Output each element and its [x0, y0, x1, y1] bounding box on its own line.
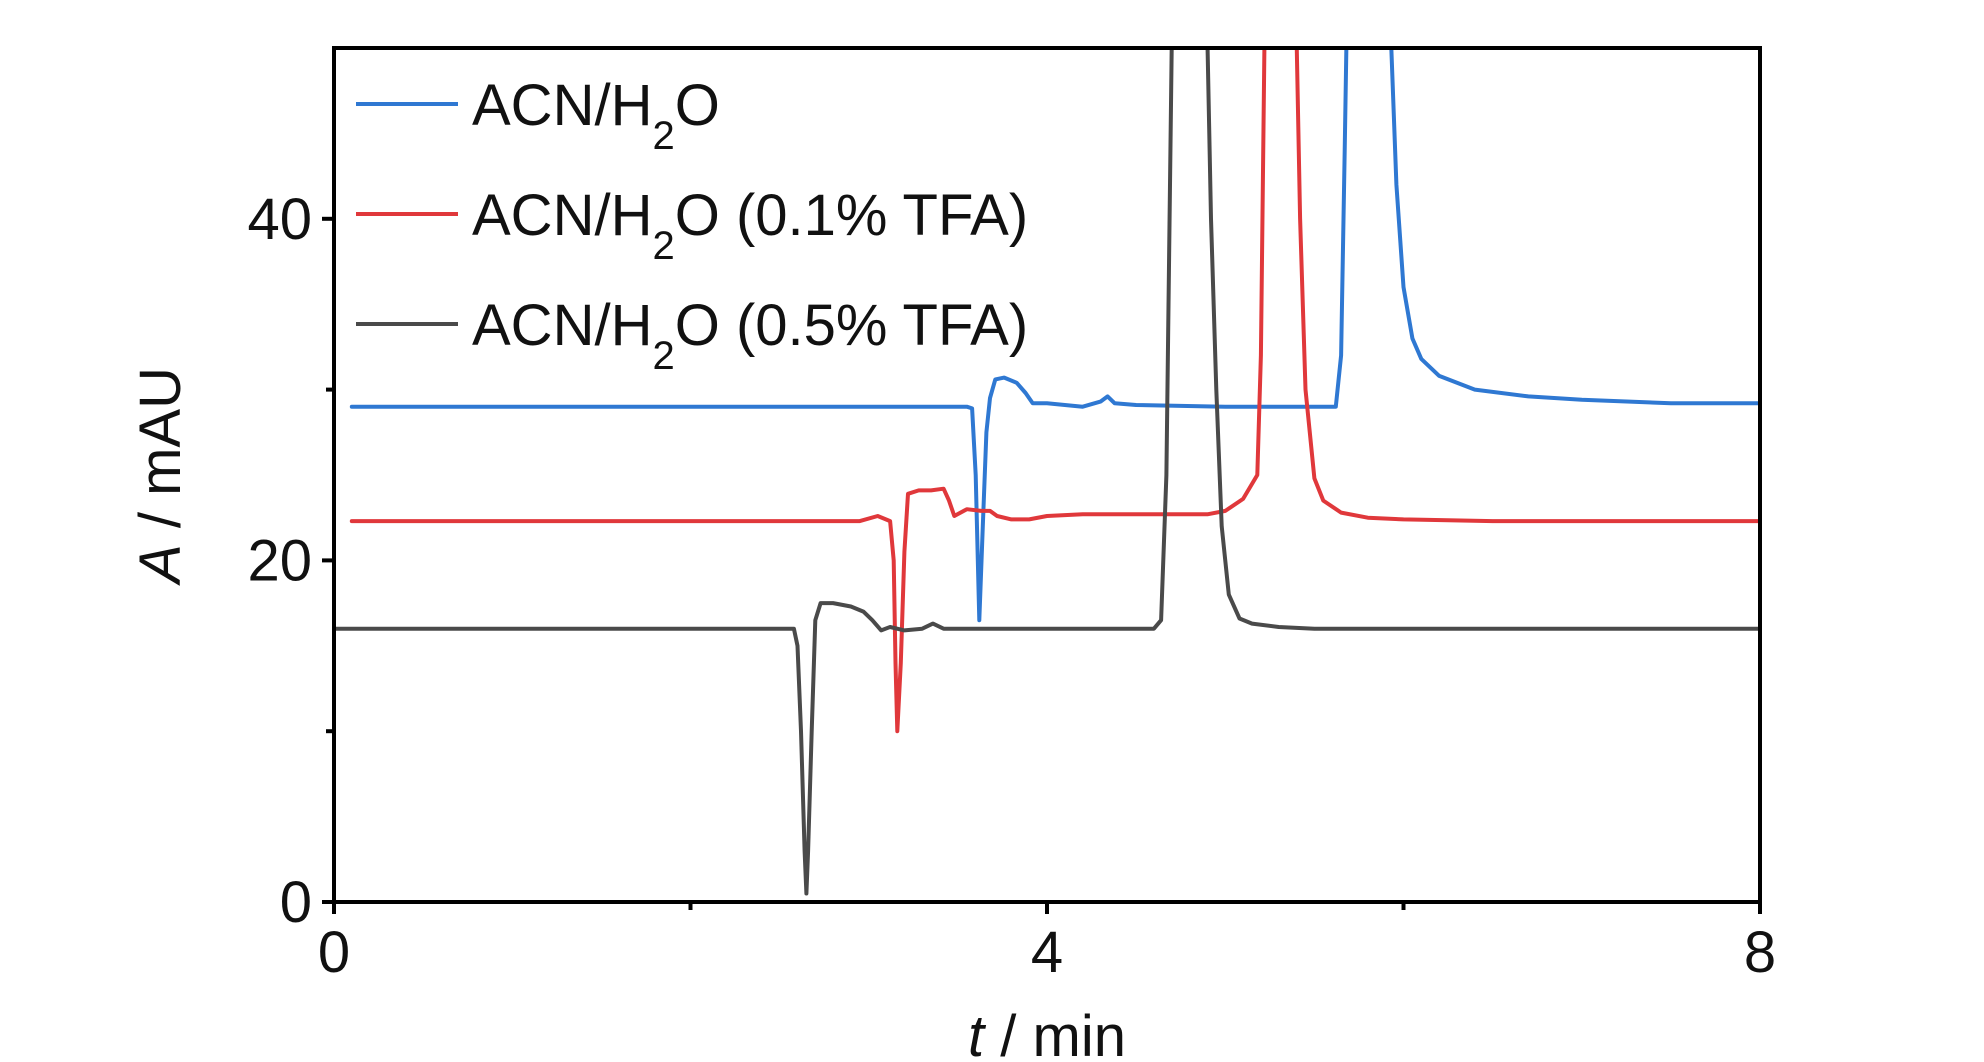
x-axis-unit: / min [984, 1004, 1126, 1062]
y-axis-variable: A [128, 544, 193, 586]
legend: ACN/H2O ACN/H2O (0.1% TFA) ACN/H2O (0.5% T… [356, 73, 1028, 378]
x-tick-label: 4 [1031, 920, 1063, 985]
x-axis-variable: t [968, 1004, 987, 1062]
y-tick-label: 40 [247, 187, 312, 252]
x-axis-title: t / min [968, 1004, 1126, 1062]
axis-ticks [322, 216, 1762, 914]
y-axis-unit: / mAU [128, 367, 193, 544]
plot-frame [332, 46, 1762, 904]
series-line-2 [349, 48, 1760, 734]
y-axis-title: A / mAU [128, 367, 193, 586]
traces-group [334, 48, 1760, 896]
series-line-1 [349, 48, 1760, 623]
y-tick-label: 20 [247, 528, 312, 593]
legend-label-3: ACN/H2O (0.5% TFA) [472, 293, 1028, 378]
x-tick-label: 8 [1744, 920, 1776, 985]
series-line-3 [334, 48, 1760, 896]
legend-label-1: ACN/H2O [472, 73, 720, 158]
axis-tick-labels: 0 4 8 0 20 40 [247, 187, 1776, 985]
legend-label-2: ACN/H2O (0.1% TFA) [472, 183, 1028, 268]
y-tick-label: 0 [280, 870, 312, 935]
x-tick-label: 0 [318, 920, 350, 985]
